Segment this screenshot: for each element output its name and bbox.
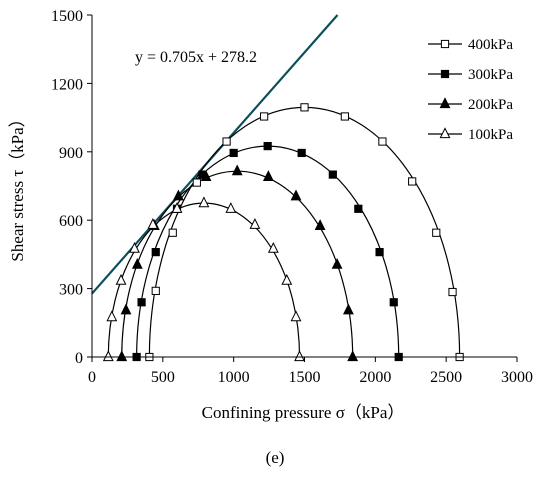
data-point [290, 189, 302, 201]
data-point [262, 170, 274, 181]
chart: 0 500 1000 1500 2000 2500 3000 0 300 600 900 1200 15… [8, 8, 533, 422]
x-tick-label: 1000 [218, 369, 250, 386]
x-tick-label: 0 [88, 369, 96, 386]
data-point [354, 204, 363, 213]
y-tick-label: 1500 [51, 8, 83, 25]
data-point [168, 228, 177, 237]
data-point [222, 137, 231, 146]
data-point [294, 350, 305, 362]
x-tick-label: 2000 [359, 369, 391, 386]
x-tick-label: 3000 [501, 369, 533, 386]
data-point [290, 310, 302, 322]
data-point [249, 218, 261, 229]
mohr-circle-200kPa [121, 170, 354, 358]
legend-label: 100kPa [468, 127, 513, 143]
data-point [151, 248, 160, 257]
data-point [408, 177, 417, 186]
legend-label: 200kPa [468, 97, 513, 113]
data-point [375, 248, 384, 257]
figure-caption: (e) [265, 448, 285, 467]
legend-marker [439, 97, 451, 109]
data-point [151, 286, 160, 295]
y-tick-label: 300 [59, 282, 83, 299]
data-point [260, 112, 269, 121]
data-point [263, 142, 272, 151]
data-point [116, 350, 128, 362]
legend-label: 400kPa [468, 37, 513, 53]
x-tick-label: 1500 [289, 369, 321, 386]
legend-marker [440, 69, 450, 79]
y-tick-label: 900 [59, 145, 83, 162]
legend-marker [440, 39, 450, 49]
data-point [115, 273, 127, 285]
legend: 400kPa 300kPa 200kPa 100kPa [428, 37, 513, 143]
data-point [229, 148, 238, 158]
data-point [448, 287, 457, 297]
data-point [343, 303, 354, 315]
y-tick-label: 600 [59, 213, 83, 230]
x-tick-label: 2500 [430, 369, 462, 386]
data-point [137, 298, 146, 307]
data-point [328, 170, 337, 179]
data-point [102, 350, 114, 362]
data-point [297, 148, 306, 158]
data-point [171, 202, 183, 213]
data-point [173, 189, 184, 201]
data-point [200, 170, 212, 181]
x-axis-label: Confining pressure σ（kPa） [202, 403, 405, 422]
y-tick-label: 1200 [51, 76, 83, 93]
data-point [378, 137, 387, 146]
data-point [120, 303, 132, 315]
data-point [347, 350, 359, 362]
data-point [389, 298, 398, 307]
data-point [267, 241, 279, 253]
data-point [106, 310, 118, 322]
x-tick-label: 500 [151, 369, 175, 386]
data-point [198, 196, 210, 208]
data-point [281, 273, 293, 285]
data-point [231, 164, 243, 176]
y-axis-label: Shear stress τ（kPa） [8, 110, 27, 261]
data-point [147, 218, 159, 229]
y-tick-label: 0 [75, 350, 83, 367]
mohr-circle-400kPa [148, 106, 461, 358]
data-point [225, 202, 237, 213]
data-point [331, 257, 343, 269]
data-point [314, 219, 326, 230]
data-point [131, 257, 143, 269]
data-point [432, 228, 441, 237]
fit-equation-label: y = 0.705x + 278.2 [135, 49, 257, 66]
data-point [300, 103, 309, 112]
data-point [192, 178, 201, 187]
data-point [340, 112, 349, 121]
legend-label: 300kPa [468, 67, 513, 83]
legend-marker [439, 127, 451, 139]
data-point [129, 241, 140, 253]
